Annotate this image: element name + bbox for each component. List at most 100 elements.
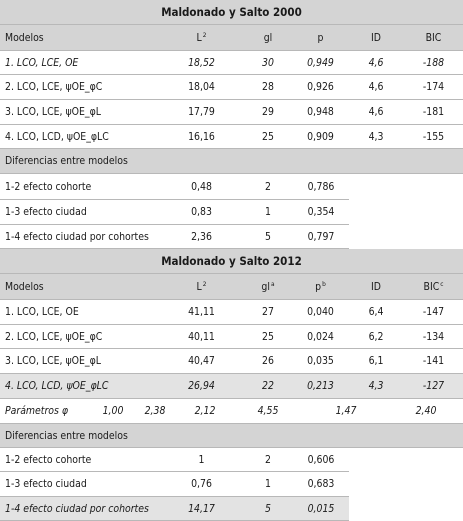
l2-value: 17,79 [188,106,215,118]
difference-row: 1-3 efecto ciudad 0,83 1 0,354 [0,200,349,225]
p-value: 0,035 [307,355,334,367]
p-difference: 0,015 [307,502,335,515]
gl-value: 25 [262,330,274,343]
gl-value: 30 [262,56,274,69]
bic-value: -188 [422,56,445,69]
difference-label: 1-3 efecto ciudad [5,206,87,218]
id-value: 6,1 [368,355,384,367]
header-row-2012: Modelos L2 gla pb ID BICc [0,274,463,300]
model-name: 1. LCO, LCE, OE [5,306,79,318]
p-value: 0,213 [307,380,334,392]
gl-difference: 5 [265,502,271,515]
header-id: ID [371,280,381,293]
p-difference: 0,683 [307,478,335,490]
model-row: 3. LCO, LCE, ψOE_φL 17,79 29 0,948 4,6 -181 [0,100,463,125]
model-row: 3. LCO, LCE, ψOE_φL 40,47 26 0,035 6,1 -141 [0,349,463,374]
id-value: 4,6 [368,106,384,118]
header-l2: L2 [196,280,207,293]
header-row-2000: Modelos L2 gl p ID BIC [0,25,463,51]
header-gl: gl [263,31,273,44]
parameter-value: 2,40 [415,405,437,417]
p-difference: 0,786 [307,180,335,193]
l2-value: 18,52 [188,56,215,69]
l2-value: 16,16 [188,130,215,143]
l2-difference: 14,17 [188,502,215,515]
header-models: Modelos [5,31,44,44]
header-models: Modelos [5,280,44,293]
bic-value: -127 [422,380,445,392]
l2-value: 18,04 [188,81,215,93]
parameter-value: 1,00 [102,405,124,417]
id-value: 6,2 [368,330,384,343]
gl-value: 22 [262,380,274,392]
id-value: 4,6 [368,81,384,93]
l2-difference: 0,83 [191,206,212,218]
difference-label: 1-2 efecto cohorte [5,180,92,193]
header-bic: BICc [423,280,444,293]
model-name: 2. LCO, LCE, ψOE_φC [5,330,103,343]
model-row: 1. LCO, LCE, OE 18,52 30 0,949 4,6 -188 [0,51,463,75]
l2-value: 26,94 [188,380,215,392]
bic-value: -141 [422,355,445,367]
gl-value: 25 [262,130,274,143]
difference-label: 1-4 efecto ciudad por cohortes [5,502,149,515]
p-difference: 0,797 [307,230,335,243]
bic-value: -134 [422,330,445,343]
difference-label: 1-3 efecto ciudad [5,478,87,490]
difference-row: 1-2 efecto cohorte 1 2 0,606 [0,448,349,472]
gl-value: 26 [262,355,274,367]
id-value: 4,3 [368,130,384,143]
header-gl: gla [261,280,275,293]
difference-label: 1-2 efecto cohorte [5,453,92,466]
l2-value: 40,11 [188,330,215,343]
parameter-value: 2,12 [194,405,216,417]
gl-difference: 1 [265,206,271,218]
model-row: 4. LCO, LCD, ψOE_φLC 16,16 25 0,909 4,3 -155 [0,125,463,149]
gl-value: 27 [262,306,274,318]
difference-row: 1-2 efecto cohorte 0,48 2 0,786 [0,174,349,200]
diff-title-2000: Diferencias entre modelos [0,149,463,174]
id-value: 4,6 [368,56,384,69]
p-difference: 0,606 [307,453,335,466]
gl-value: 29 [262,106,274,118]
gl-difference: 2 [265,453,271,466]
p-value: 0,926 [307,81,334,93]
parameter-value: 2,38 [144,405,166,417]
p-value: 0,909 [307,130,334,143]
parameters-label: Parámetros φ [5,405,69,417]
l2-value: 41,11 [188,306,215,318]
gl-difference: 5 [265,230,271,243]
bic-value: -155 [422,130,445,143]
gl-value: 28 [262,81,274,93]
l2-difference: 0,76 [191,478,212,490]
header-p: pb [315,280,326,293]
bic-value: -147 [422,306,445,318]
p-value: 0,040 [307,306,334,318]
gl-difference: 1 [265,478,271,490]
l2-difference: 2,36 [191,230,212,243]
l2-difference: 1 [198,453,205,466]
model-row: 2. LCO, LCE, ψOE_φC 18,04 28 0,926 4,6 -174 [0,75,463,100]
p-value: 0,948 [307,106,334,118]
p-value: 0,949 [307,56,334,69]
bic-value: -174 [422,81,445,93]
model-name: 4. LCO, LCD, ψOE_φLC [5,380,109,392]
id-value: 6,4 [368,306,384,318]
header-bic: BIC [425,31,442,44]
model-name: 1. LCO, LCE, OE [5,56,79,69]
difference-row: 1-4 efecto ciudad por cohortes 2,36 5 0,797 [0,225,349,249]
difference-label: 1-4 efecto ciudad por cohortes [5,230,149,243]
p-difference: 0,354 [307,206,335,218]
id-value: 4,3 [368,380,384,392]
bic-value: -181 [422,106,445,118]
p-value: 0,024 [307,330,334,343]
l2-difference: 0,48 [191,180,212,193]
model-name: 3. LCO, LCE, ψOE_φL [5,355,101,367]
diff-title-2012: Diferencias entre modelos [0,424,463,448]
section-title-2000: Maldonado y Salto 2000 [0,0,463,25]
header-l2: L2 [196,31,207,44]
header-id: ID [371,31,381,44]
gl-difference: 2 [265,180,271,193]
model-name: 3. LCO, LCE, ψOE_φL [5,106,101,118]
